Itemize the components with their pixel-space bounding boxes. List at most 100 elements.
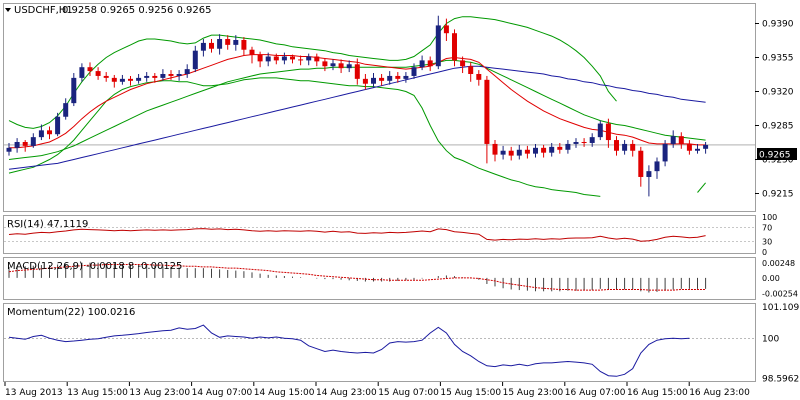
price-tick-label-4: 0.9250 bbox=[762, 155, 794, 165]
candle-body-67 bbox=[549, 146, 555, 153]
candle-body-85 bbox=[695, 148, 700, 151]
candle-body-24 bbox=[200, 42, 206, 51]
candle-body-6 bbox=[55, 116, 61, 135]
candle-body-44 bbox=[362, 78, 368, 84]
candle-body-65 bbox=[533, 147, 538, 154]
time-label-3: 14 Aug 07:00 bbox=[192, 388, 253, 398]
momentum-tick-label-1: 100 bbox=[762, 335, 779, 345]
time-label-5: 14 Aug 23:00 bbox=[316, 388, 377, 398]
candle-body-7 bbox=[63, 103, 69, 117]
price-tick-label-1: 0.9355 bbox=[762, 53, 794, 63]
candle-body-62 bbox=[508, 150, 514, 156]
candle-body-38 bbox=[314, 56, 320, 62]
candle-body-81 bbox=[662, 143, 668, 162]
macd-panel bbox=[3, 257, 756, 300]
candle-body-8 bbox=[71, 77, 77, 104]
candle-body-45 bbox=[371, 77, 376, 84]
candle-body-52 bbox=[427, 60, 433, 67]
candle-body-63 bbox=[516, 149, 522, 156]
candle-body-23 bbox=[192, 50, 198, 70]
candle-body-35 bbox=[290, 56, 295, 60]
momentum-series bbox=[4, 324, 755, 377]
candle-body-51 bbox=[419, 60, 425, 68]
macd-signal-line bbox=[8, 264, 706, 291]
candle-body-54 bbox=[443, 25, 449, 34]
candle-body-84 bbox=[686, 143, 692, 151]
candle-body-4 bbox=[38, 130, 44, 138]
macd-series bbox=[8, 262, 707, 293]
candle-body-17 bbox=[144, 75, 150, 78]
candle-body-64 bbox=[524, 149, 530, 154]
price-panel bbox=[3, 3, 756, 212]
time-label-8: 15 Aug 23:00 bbox=[503, 388, 564, 398]
candle-body-43 bbox=[354, 64, 360, 79]
bollinger-lower-tail bbox=[697, 182, 706, 193]
candle-body-42 bbox=[346, 64, 352, 69]
candle-body-21 bbox=[176, 74, 182, 76]
rsi-series bbox=[4, 227, 755, 242]
candle-body-14 bbox=[119, 78, 125, 82]
candle-body-46 bbox=[379, 77, 385, 81]
candle-body-66 bbox=[541, 147, 547, 153]
candle-body-30 bbox=[249, 49, 255, 55]
candle-body-18 bbox=[152, 75, 158, 78]
time-label-10: 16 Aug 15:00 bbox=[627, 388, 688, 398]
candle-body-26 bbox=[217, 39, 223, 49]
price-tag-box bbox=[757, 148, 797, 160]
candle-body-19 bbox=[160, 74, 166, 78]
rsi-tick-label-1: 70 bbox=[762, 224, 772, 233]
macd-tick-label-0: 0.00248 bbox=[762, 259, 795, 268]
rsi-tick-label-0: 100 bbox=[762, 213, 777, 222]
candle-body-25 bbox=[209, 42, 214, 49]
momentum-tick-label-2: 98.5962 bbox=[762, 375, 799, 385]
time-label-7: 15 Aug 15:00 bbox=[440, 388, 501, 398]
candle-body-1 bbox=[14, 142, 20, 148]
candle-body-56 bbox=[460, 60, 466, 67]
candle-body-28 bbox=[233, 40, 239, 45]
candle-body-73 bbox=[597, 123, 603, 138]
candle-body-33 bbox=[273, 56, 279, 61]
momentum-label: Momentum(22) 100.0216 bbox=[7, 307, 135, 318]
rsi-line bbox=[8, 228, 706, 242]
candle-body-20 bbox=[168, 74, 174, 76]
candle-body-2 bbox=[22, 142, 28, 146]
candle-body-22 bbox=[184, 69, 190, 74]
candle-body-48 bbox=[395, 75, 401, 79]
price-tick-label-3: 0.9285 bbox=[762, 121, 794, 131]
time-label-4: 14 Aug 15:00 bbox=[254, 388, 315, 398]
candle-body-49 bbox=[403, 75, 409, 79]
time-label-9: 16 Aug 07:00 bbox=[565, 388, 626, 398]
ohlc-readout: 0.9258 0.9265 0.9256 0.9265 bbox=[62, 5, 212, 16]
candle-body-53 bbox=[435, 25, 441, 67]
candle-body-80 bbox=[654, 161, 660, 172]
candle-body-37 bbox=[306, 56, 312, 61]
rsi-label: RSI(14) 47.1119 bbox=[7, 219, 88, 230]
rsi-tick-label-2: 30 bbox=[762, 238, 772, 247]
time-label-11: 16 Aug 23:00 bbox=[689, 388, 750, 398]
time-label-1: 13 Aug 15:00 bbox=[67, 388, 128, 398]
candle-body-72 bbox=[589, 137, 595, 143]
chart-title: USDCHF,H1 bbox=[14, 5, 73, 16]
candle-body-83 bbox=[678, 136, 684, 144]
candle-body-69 bbox=[565, 143, 571, 150]
price-series bbox=[4, 15, 755, 197]
candle-body-12 bbox=[103, 75, 109, 78]
candle-body-39 bbox=[322, 61, 328, 67]
candle-body-31 bbox=[257, 54, 263, 62]
candle-body-27 bbox=[225, 39, 231, 45]
macd-tick-label-2: -0.00254 bbox=[762, 289, 798, 298]
price-tag: 0.9265 bbox=[759, 151, 791, 161]
macd-tick-label-1: 0.00 bbox=[762, 274, 780, 283]
time-label-2: 13 Aug 23:00 bbox=[129, 388, 190, 398]
candle-body-79 bbox=[646, 171, 652, 177]
candle-body-41 bbox=[338, 63, 344, 69]
rsi-tick-label-3: 0 bbox=[762, 248, 767, 257]
candle-body-70 bbox=[573, 142, 579, 144]
dropdown-triangle-icon[interactable] bbox=[5, 8, 11, 12]
candle-body-74 bbox=[605, 123, 611, 141]
candle-body-47 bbox=[387, 75, 393, 81]
candle-body-57 bbox=[468, 66, 474, 74]
candle-body-36 bbox=[298, 59, 304, 61]
